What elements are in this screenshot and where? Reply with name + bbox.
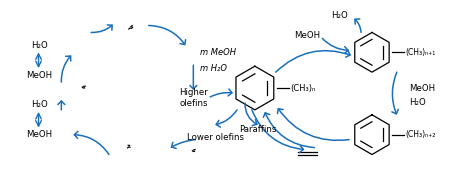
Text: H₂O: H₂O <box>32 41 48 50</box>
Text: Paraffins: Paraffins <box>239 125 276 134</box>
Text: m MeOH: m MeOH <box>201 48 236 57</box>
Text: (CH₃)ₙ: (CH₃)ₙ <box>291 84 316 92</box>
Text: (CH₃)ₙ₊₂: (CH₃)ₙ₊₂ <box>406 130 436 139</box>
Text: MeOH: MeOH <box>409 84 435 92</box>
Text: m H₂O: m H₂O <box>201 64 227 73</box>
Text: H₂O: H₂O <box>32 100 48 109</box>
Text: Higher
olefins: Higher olefins <box>179 88 208 108</box>
Text: (CH₃)ₙ₊₁: (CH₃)ₙ₊₁ <box>406 48 436 57</box>
Text: MeOH: MeOH <box>26 130 52 139</box>
Text: MeOH: MeOH <box>26 71 52 80</box>
Text: H₂O: H₂O <box>409 98 426 107</box>
Text: H₂O: H₂O <box>331 11 347 20</box>
Text: Lower olefins: Lower olefins <box>187 133 244 142</box>
Text: MeOH: MeOH <box>294 31 320 40</box>
